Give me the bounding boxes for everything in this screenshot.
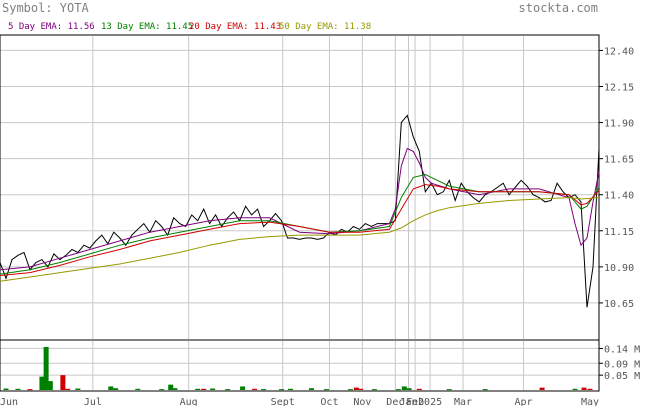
price-line (0, 114, 600, 308)
volume-bar (159, 389, 165, 391)
price-series (0, 114, 600, 308)
x-tick-label: Apr (514, 397, 532, 406)
volume-bar (406, 388, 412, 390)
x-tick-label: Jun (0, 397, 18, 406)
volume-bar (3, 388, 9, 390)
legend-5-day-ema: 5 Day EMA: 11.56 (8, 22, 95, 32)
site-label: stockta.com (519, 1, 598, 15)
price-grid (0, 36, 600, 339)
volume-bar (195, 388, 201, 390)
volume-bar (279, 389, 285, 391)
ema-line-3 (0, 184, 600, 276)
x-tick-label: Jul (84, 397, 102, 406)
volume-bar (39, 376, 45, 390)
x-tick-label: Mar (454, 397, 472, 406)
volume-bar (172, 388, 178, 390)
volume-bar (113, 388, 119, 390)
volume-bar (75, 388, 81, 390)
volume-bar (240, 386, 246, 390)
volume-bar (47, 381, 53, 390)
price-panel-frame (0, 34, 600, 341)
x-tick-label: Feb (406, 397, 424, 406)
ema-line-4 (0, 197, 600, 282)
x-tick-label: Oct (320, 397, 338, 406)
price-ytick-label: 12.15 (604, 83, 634, 94)
price-ytick-label: 10.90 (604, 263, 634, 274)
volume-y-axis: 0.14 M 0.09 M0.05 M (599, 344, 640, 382)
ema-line-2 (0, 173, 600, 275)
volume-bar (308, 388, 314, 390)
volume-bar (135, 388, 141, 390)
volume-bar (323, 389, 329, 391)
x-tick-label: Sept (271, 397, 295, 406)
volume-bar (482, 389, 488, 391)
price-ytick-label: 11.40 (604, 191, 634, 202)
price-ytick-label: 11.15 (604, 227, 634, 238)
price-ytick-label: 11.90 (604, 119, 634, 130)
volume-bar (225, 389, 231, 391)
ema-line-1 (0, 147, 600, 271)
volume-bar (416, 388, 422, 390)
volume-bar (108, 386, 114, 390)
volume-bar (353, 387, 359, 390)
x-tick-label: Jan (399, 397, 417, 406)
volume-ytick-label: 0.09 M (604, 359, 640, 370)
price-y-axis: 12.40 12.15 11.90 11.65 11.40 11.15 10.90 10.65 (599, 46, 634, 310)
volume-bar (395, 389, 401, 391)
legend-50-day-ema: 50 Day EMA: 11.38 (279, 22, 371, 32)
volume-ytick-label: 0.14 M (604, 344, 640, 355)
volume-bar (27, 389, 33, 391)
volume-bar (587, 388, 593, 390)
x-tick-label: 2025 (418, 397, 442, 406)
volume-grid (0, 341, 600, 390)
volume-panel-frame (0, 339, 600, 392)
volume-bar (446, 389, 452, 391)
volume-bar (371, 389, 377, 391)
volume-bar (261, 389, 267, 391)
price-ytick-label: 11.65 (604, 155, 634, 166)
legend-20-day-ema: 20 Day EMA: 11.43 (189, 22, 281, 32)
volume-bar (288, 388, 294, 390)
legend-13-day-ema: 13 Day EMA: 11.45 (101, 22, 193, 32)
ema-legend: 5 Day EMA: 11.56 13 Day EMA: 11.45 20 Da… (8, 22, 371, 32)
volume-bar (210, 388, 216, 390)
x-tick-label: Nov (353, 397, 371, 406)
volume-bar (168, 384, 174, 390)
volume-bar (572, 388, 578, 390)
volume-bar (252, 388, 258, 390)
volume-bar (539, 387, 545, 390)
symbol-label: Symbol: YOTA (2, 1, 89, 15)
volume-bar (581, 387, 587, 390)
price-ytick-label: 12.40 (604, 46, 634, 57)
volume-bars (3, 346, 593, 391)
volume-bar (358, 388, 364, 390)
volume-ytick-label: 0.05 M (604, 371, 640, 382)
x-tick-label: May (581, 397, 599, 406)
price-ytick-label: 10.65 (604, 299, 634, 310)
volume-bar (15, 388, 21, 390)
volume-bar (60, 375, 66, 390)
x-tick-label: Dec (386, 397, 404, 406)
volume-bar (401, 386, 407, 390)
volume-bar (201, 388, 207, 390)
volume-bar (65, 388, 71, 390)
volume-bar (347, 389, 353, 391)
volume-bar (43, 346, 49, 390)
x-tick-label: Aug (180, 397, 198, 406)
